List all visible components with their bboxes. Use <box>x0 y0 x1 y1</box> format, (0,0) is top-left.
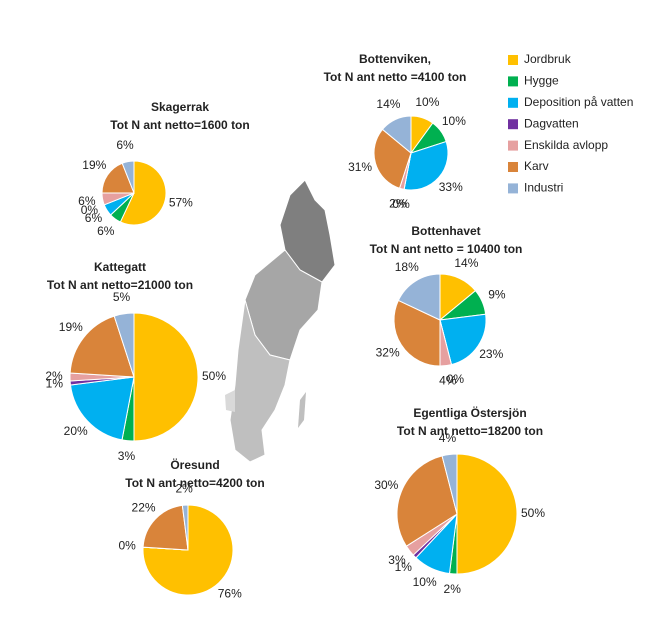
value-label: 6% <box>116 138 134 152</box>
value-label: 18% <box>395 260 419 274</box>
pie-slice <box>101 162 135 194</box>
chart-subtitle: Tot N ant netto=18200 ton <box>397 424 543 438</box>
pie-slice <box>181 504 189 551</box>
value-label: 2% <box>175 481 193 495</box>
legend-label: Enskilda avlopp <box>524 138 608 152</box>
value-label: 3% <box>118 449 136 463</box>
value-label: 14% <box>376 97 400 111</box>
region-west <box>225 390 235 412</box>
pie-slice <box>69 315 135 378</box>
value-label: 23% <box>479 347 503 361</box>
value-label: 5% <box>113 290 131 304</box>
value-label: 0% <box>81 203 99 217</box>
legend-label: Industri <box>524 181 563 195</box>
value-label: 2% <box>444 582 462 596</box>
value-label: 33% <box>439 180 463 194</box>
legend-label: Hygge <box>524 74 559 88</box>
chart-title: Bottenhavet <box>411 224 480 238</box>
value-label: 1% <box>395 560 413 574</box>
value-label: 2% <box>389 197 407 211</box>
legend-swatch <box>508 183 518 194</box>
value-label: 4% <box>439 431 457 445</box>
value-label: 50% <box>521 506 545 520</box>
legend-swatch <box>508 97 518 108</box>
pie-slice <box>373 128 412 189</box>
value-label: 6% <box>85 211 103 225</box>
value-label: 19% <box>59 320 83 334</box>
value-label: 4% <box>439 374 457 388</box>
legend-swatch <box>508 119 518 130</box>
value-label: 6% <box>78 194 96 208</box>
region-north <box>279 179 336 283</box>
chart-subtitle: Tot N ant netto =4100 ton <box>324 70 467 84</box>
pie-slice <box>441 453 458 515</box>
island <box>298 392 306 428</box>
value-label: 19% <box>82 158 106 172</box>
pie-slice <box>69 376 135 441</box>
chart-subtitle: Tot N ant netto = 10400 ton <box>370 242 523 256</box>
pie-slice <box>142 504 189 551</box>
value-label: 20% <box>64 424 88 438</box>
legend-label: Karv <box>524 159 549 173</box>
pie-slice <box>133 312 199 442</box>
value-label: 0% <box>447 372 465 386</box>
chart-subtitle: Tot N ant netto=4200 ton <box>125 476 264 490</box>
pie-slice <box>397 273 441 321</box>
chart-title: Öresund <box>170 457 219 472</box>
value-label: 14% <box>454 256 478 270</box>
legend-swatch <box>508 55 518 65</box>
value-label: 9% <box>488 288 506 302</box>
value-label: 0% <box>118 538 136 552</box>
chart-title: Egentliga Östersjön <box>413 405 526 420</box>
pie-slice <box>403 140 449 191</box>
chart-subtitle: Tot N ant netto=1600 ton <box>110 118 249 132</box>
value-label: 22% <box>132 500 156 514</box>
chart-title: Kattegatt <box>94 260 146 274</box>
chart-title: Bottenviken, <box>359 52 431 66</box>
pie-slice <box>439 313 487 366</box>
value-label: 50% <box>202 369 226 383</box>
legend-swatch <box>508 162 518 172</box>
pie-slice <box>381 115 412 155</box>
value-label: 0% <box>392 197 410 211</box>
legend-label: Dagvatten <box>524 116 579 130</box>
value-label: 31% <box>348 160 372 174</box>
legend-swatch <box>508 76 518 87</box>
value-label: 10% <box>413 575 437 589</box>
value-label: 2% <box>45 369 63 383</box>
value-label: 1% <box>46 377 64 391</box>
value-label: 10% <box>415 95 439 109</box>
legend-label: Deposition på vatten <box>524 95 633 109</box>
pie-slice <box>119 160 167 226</box>
chart-title: Skagerrak <box>151 100 209 114</box>
pie-slice <box>121 160 135 194</box>
pie-slice <box>396 455 458 547</box>
pie-slice <box>393 299 441 367</box>
chart-subtitle: Tot N ant netto=21000 ton <box>47 278 193 292</box>
value-label: 3% <box>388 553 406 567</box>
value-label: 76% <box>218 587 242 601</box>
pie-slice <box>113 312 135 378</box>
pie-slice <box>456 453 518 575</box>
value-label: 32% <box>376 345 400 359</box>
value-label: 6% <box>97 224 115 238</box>
legend-swatch <box>508 140 518 151</box>
value-label: 57% <box>169 196 193 210</box>
value-label: 30% <box>374 478 398 492</box>
value-label: 10% <box>442 114 466 128</box>
legend-label: Jordbruk <box>524 52 572 66</box>
sweden-map <box>225 179 336 463</box>
